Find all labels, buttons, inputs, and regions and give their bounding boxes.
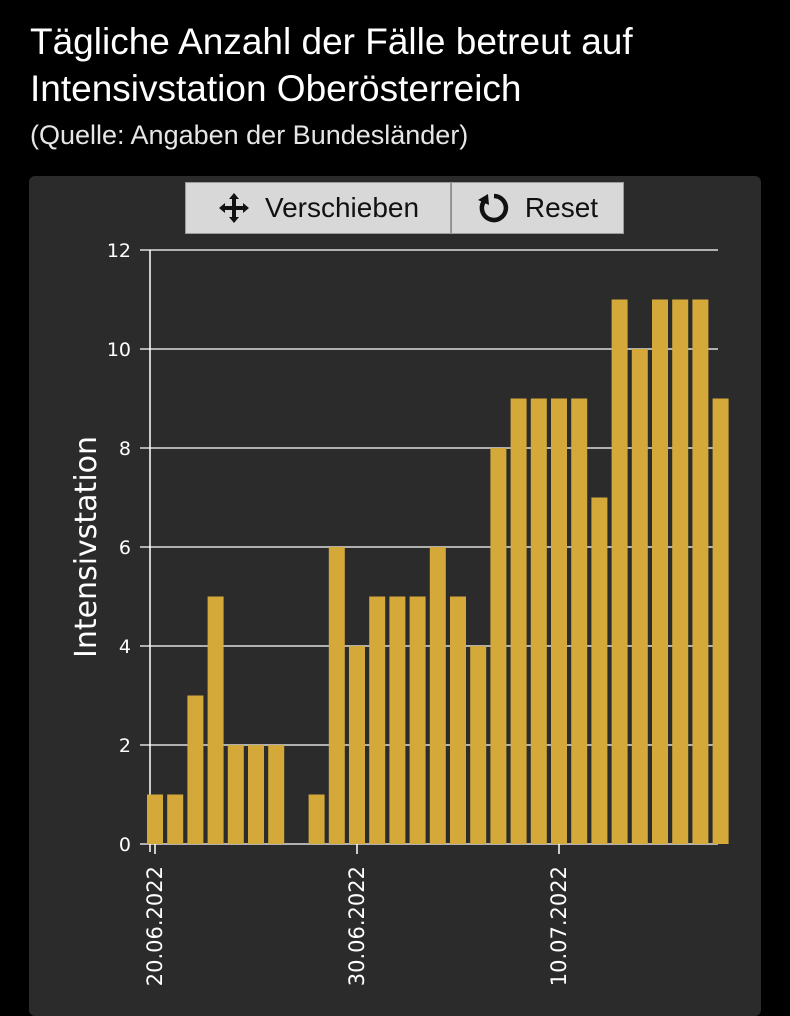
bar-29.06.2022 bbox=[328, 547, 345, 844]
move-button[interactable]: Verschieben bbox=[185, 182, 451, 234]
reset-button[interactable]: Reset bbox=[451, 182, 624, 234]
bar-14.07.2022 bbox=[631, 349, 648, 844]
bar-08.07.2022 bbox=[510, 398, 527, 844]
move-arrows-icon bbox=[217, 191, 251, 225]
bar-03.07.2022 bbox=[409, 596, 426, 844]
bar-28.06.2022 bbox=[308, 794, 325, 844]
y-tick-label: 4 bbox=[119, 636, 131, 658]
bar-17.07.2022 bbox=[692, 299, 709, 844]
chart-toolbar: Verschieben Reset bbox=[185, 182, 624, 236]
move-button-label: Verschieben bbox=[264, 192, 420, 223]
x-tick-label: 10.07.2022 bbox=[547, 866, 571, 986]
bar-13.07.2022 bbox=[611, 299, 628, 844]
bar-30.06.2022 bbox=[349, 646, 365, 844]
y-tick-label: 12 bbox=[107, 240, 131, 262]
bar-18.07.2022 bbox=[712, 398, 729, 844]
bar-02.07.2022 bbox=[389, 596, 406, 844]
x-tick-label: 30.06.2022 bbox=[345, 866, 369, 986]
bar-22.06.2022 bbox=[187, 695, 204, 844]
chart-title: Tägliche Anzahl der Fälle betreut auf In… bbox=[30, 21, 633, 109]
y-tick-label: 6 bbox=[119, 537, 131, 559]
bar-26.06.2022 bbox=[268, 745, 285, 844]
chart-subtitle: (Quelle: Angaben der Bundesländer) bbox=[30, 120, 469, 150]
bar-04.07.2022 bbox=[429, 547, 446, 844]
bar-06.07.2022 bbox=[470, 646, 487, 844]
reset-button-label: Reset bbox=[524, 192, 599, 223]
bar-11.07.2022 bbox=[571, 398, 588, 844]
bar-16.07.2022 bbox=[672, 299, 689, 844]
y-tick-label: 10 bbox=[107, 339, 131, 361]
bar-12.07.2022 bbox=[591, 497, 608, 844]
reset-arrow-icon bbox=[477, 191, 511, 225]
bar-20.06.2022 bbox=[147, 794, 163, 844]
bar-21.06.2022 bbox=[167, 794, 184, 844]
y-tick-label: 0 bbox=[119, 834, 131, 856]
bar-chart: 0 2 4 6 8 10 12 20.06.2022 30.06.2022 10.07.2022 I… bbox=[69, 240, 729, 986]
bar-01.07.2022 bbox=[369, 596, 386, 844]
x-tick-label: 20.06.2022 bbox=[143, 866, 167, 986]
bar-23.06.2022 bbox=[207, 596, 224, 844]
y-axis-title: Intensivstation bbox=[69, 436, 104, 658]
y-tick-label: 2 bbox=[119, 735, 131, 757]
bar-24.06.2022 bbox=[227, 745, 244, 844]
bar-09.07.2022 bbox=[530, 398, 547, 844]
y-tick-label: 8 bbox=[119, 438, 131, 460]
bar-05.07.2022 bbox=[450, 596, 466, 844]
bar-10.07.2022 bbox=[551, 398, 567, 844]
bar-15.07.2022 bbox=[652, 299, 668, 844]
bar-07.07.2022 bbox=[490, 448, 507, 844]
bar-25.06.2022 bbox=[248, 745, 264, 844]
